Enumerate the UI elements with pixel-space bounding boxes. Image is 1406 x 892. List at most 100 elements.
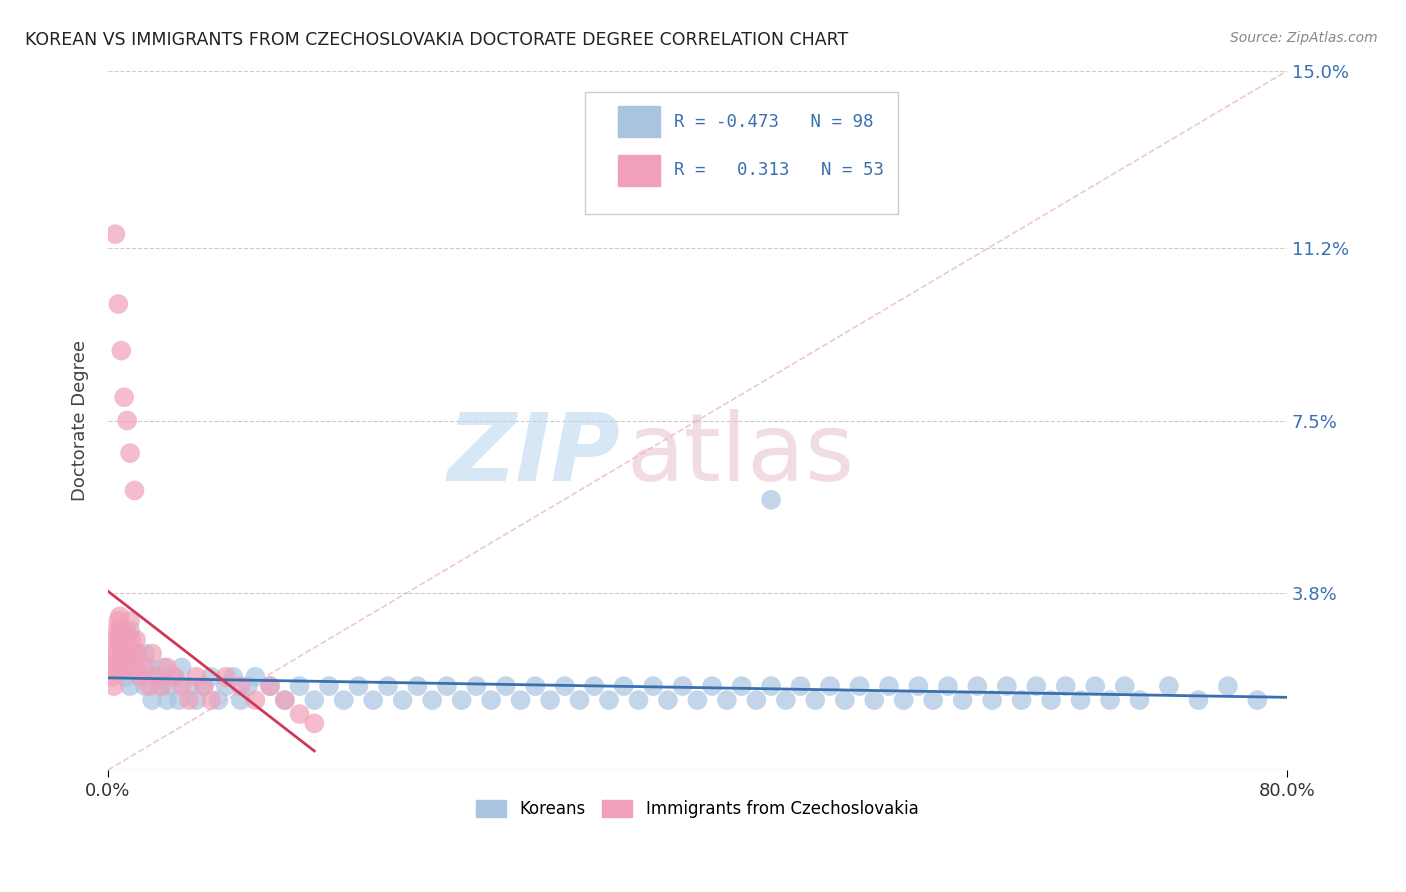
Point: [107, 297, 129, 311]
Point: [834, 693, 856, 707]
Point: [554, 679, 576, 693]
Point: [259, 679, 281, 693]
Point: [643, 679, 665, 693]
Point: [1040, 693, 1063, 707]
Point: [145, 670, 167, 684]
Point: [1114, 679, 1136, 693]
Point: [101, 647, 124, 661]
Point: [100, 660, 122, 674]
Point: [274, 693, 297, 707]
Point: [107, 632, 129, 647]
Point: [200, 693, 222, 707]
Point: [907, 679, 929, 693]
Point: [167, 693, 190, 707]
Point: [936, 679, 959, 693]
Point: [775, 693, 797, 707]
Point: [229, 679, 252, 693]
Point: [105, 624, 128, 638]
Point: [112, 647, 135, 661]
Point: [170, 660, 193, 674]
Point: [686, 693, 709, 707]
Point: [893, 693, 915, 707]
Y-axis label: Doctorate Degree: Doctorate Degree: [72, 340, 89, 501]
Point: [627, 693, 650, 707]
Point: [1157, 679, 1180, 693]
Point: [105, 647, 128, 661]
Point: [104, 227, 127, 241]
Point: [657, 693, 679, 707]
Point: [127, 647, 149, 661]
Point: [134, 679, 156, 693]
Point: [759, 492, 782, 507]
Point: [406, 679, 429, 693]
Point: [981, 693, 1004, 707]
Text: R = -0.473   N = 98: R = -0.473 N = 98: [673, 112, 873, 130]
Point: [110, 343, 132, 358]
Bar: [619, 105, 659, 137]
Point: [112, 390, 135, 404]
Point: [156, 660, 179, 674]
Point: [114, 624, 136, 638]
Text: atlas: atlas: [627, 409, 855, 501]
Point: [288, 679, 311, 693]
Point: [672, 679, 695, 693]
Point: [274, 693, 297, 707]
Point: [745, 693, 768, 707]
Point: [177, 693, 200, 707]
Point: [818, 679, 841, 693]
Text: KOREAN VS IMMIGRANTS FROM CZECHOSLOVAKIA DOCTORATE DEGREE CORRELATION CHART: KOREAN VS IMMIGRANTS FROM CZECHOSLOVAKIA…: [25, 31, 849, 49]
Point: [193, 679, 215, 693]
Point: [104, 660, 127, 674]
Point: [124, 483, 146, 498]
Point: [114, 647, 136, 661]
Point: [134, 647, 156, 661]
Point: [1098, 693, 1121, 707]
Point: [129, 670, 152, 684]
Point: [148, 679, 170, 693]
Point: [104, 632, 127, 647]
Point: [138, 660, 160, 674]
Point: [111, 632, 134, 647]
Point: [156, 693, 179, 707]
Point: [509, 693, 531, 707]
Point: [141, 647, 163, 661]
Point: [1054, 679, 1077, 693]
Point: [108, 632, 131, 647]
Point: [193, 679, 215, 693]
Point: [568, 693, 591, 707]
Point: [186, 670, 208, 684]
Point: [377, 679, 399, 693]
Point: [129, 670, 152, 684]
Point: [115, 632, 138, 647]
Point: [111, 660, 134, 674]
Point: [1011, 693, 1033, 707]
Point: [111, 647, 134, 661]
Point: [361, 693, 384, 707]
Point: [122, 647, 145, 661]
Point: [120, 624, 142, 638]
Point: [304, 716, 326, 731]
Point: [288, 707, 311, 722]
Point: [222, 670, 245, 684]
Point: [215, 670, 238, 684]
Point: [347, 679, 370, 693]
Point: [538, 693, 561, 707]
Point: [495, 679, 517, 693]
Point: [420, 693, 443, 707]
Point: [120, 446, 142, 460]
Point: [107, 614, 129, 628]
Point: [159, 679, 181, 693]
Point: [1187, 693, 1209, 707]
Point: [120, 614, 142, 628]
Point: [391, 693, 413, 707]
Point: [716, 693, 738, 707]
Bar: [619, 154, 659, 186]
Point: [108, 624, 131, 638]
Point: [995, 679, 1018, 693]
Point: [952, 693, 974, 707]
Point: [121, 632, 143, 647]
Point: [1070, 693, 1092, 707]
Point: [1025, 679, 1047, 693]
Point: [103, 679, 125, 693]
Point: [304, 693, 326, 707]
